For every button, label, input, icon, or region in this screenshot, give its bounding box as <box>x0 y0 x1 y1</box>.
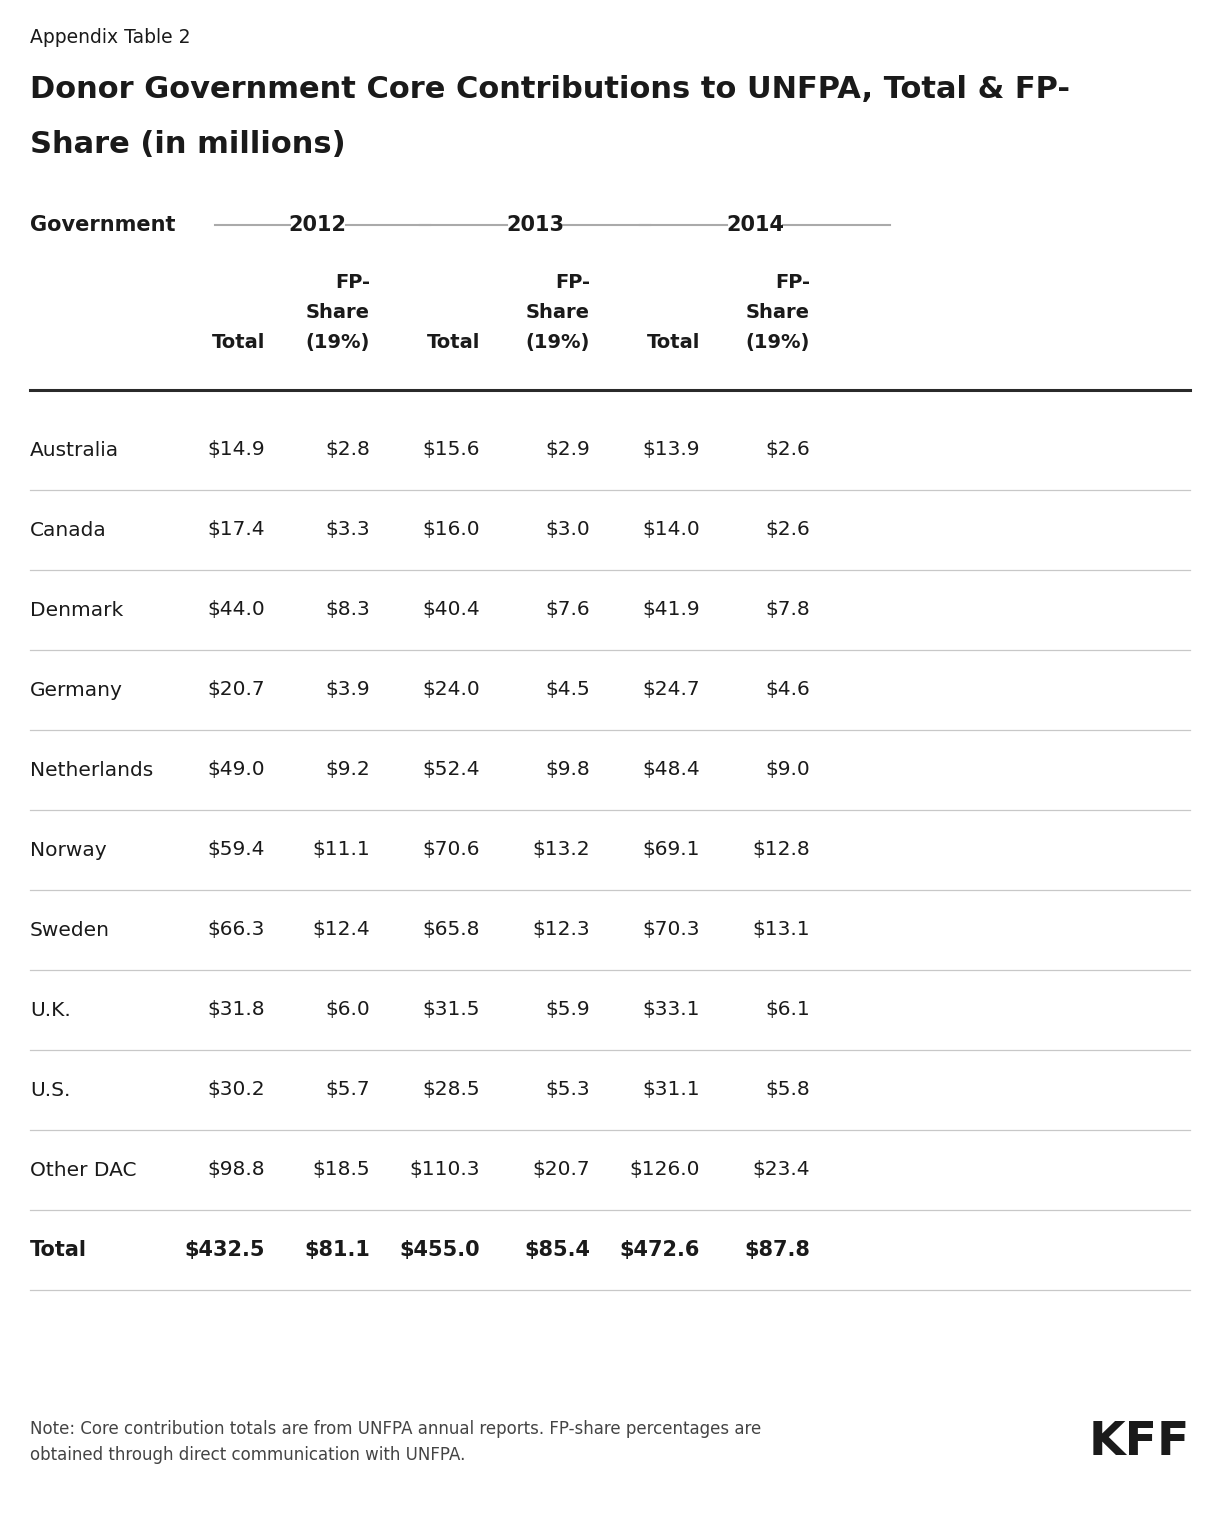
Text: $52.4: $52.4 <box>422 760 479 780</box>
Text: $9.2: $9.2 <box>326 760 370 780</box>
Text: $28.5: $28.5 <box>422 1080 479 1100</box>
Text: $472.6: $472.6 <box>620 1239 700 1259</box>
Text: $14.9: $14.9 <box>207 441 265 460</box>
Text: $7.6: $7.6 <box>545 601 590 619</box>
Text: $11.1: $11.1 <box>312 841 370 859</box>
Text: 2014: 2014 <box>726 214 784 234</box>
Text: $3.3: $3.3 <box>326 521 370 539</box>
Text: $12.3: $12.3 <box>532 921 590 939</box>
Text: $24.7: $24.7 <box>643 680 700 700</box>
Text: (19%): (19%) <box>306 332 370 352</box>
Text: Share: Share <box>306 303 370 322</box>
Text: $455.0: $455.0 <box>399 1239 479 1259</box>
Text: $3.0: $3.0 <box>545 521 590 539</box>
Text: Share: Share <box>526 303 590 322</box>
Text: $31.1: $31.1 <box>643 1080 700 1100</box>
Text: Donor Government Core Contributions to UNFPA, Total & FP-: Donor Government Core Contributions to U… <box>30 75 1070 104</box>
Text: $2.6: $2.6 <box>765 441 810 460</box>
Text: Total: Total <box>427 332 479 352</box>
Text: $432.5: $432.5 <box>184 1239 265 1259</box>
Text: $69.1: $69.1 <box>643 841 700 859</box>
Text: (19%): (19%) <box>526 332 590 352</box>
Text: Sweden: Sweden <box>30 921 110 939</box>
Text: Australia: Australia <box>30 441 120 460</box>
Text: $4.5: $4.5 <box>545 680 590 700</box>
Text: $98.8: $98.8 <box>207 1161 265 1180</box>
Text: Note: Core contribution totals are from UNFPA annual reports. FP-share percentag: Note: Core contribution totals are from … <box>30 1420 761 1439</box>
Text: $18.5: $18.5 <box>312 1161 370 1180</box>
Text: $2.8: $2.8 <box>325 441 370 460</box>
Text: Norway: Norway <box>30 841 106 859</box>
Text: FP-: FP- <box>336 273 370 293</box>
Text: KFF: KFF <box>1088 1420 1190 1465</box>
Text: $8.3: $8.3 <box>326 601 370 619</box>
Text: Germany: Germany <box>30 680 123 700</box>
Text: $9.0: $9.0 <box>765 760 810 780</box>
Text: Appendix Table 2: Appendix Table 2 <box>30 28 190 47</box>
Text: $3.9: $3.9 <box>326 680 370 700</box>
Text: $87.8: $87.8 <box>744 1239 810 1259</box>
Text: Share (in millions): Share (in millions) <box>30 130 345 159</box>
Text: Denmark: Denmark <box>30 601 123 619</box>
Text: Netherlands: Netherlands <box>30 760 154 780</box>
Text: $70.3: $70.3 <box>643 921 700 939</box>
Text: $16.0: $16.0 <box>422 521 479 539</box>
Text: (19%): (19%) <box>745 332 810 352</box>
Text: $12.4: $12.4 <box>312 921 370 939</box>
Text: $30.2: $30.2 <box>207 1080 265 1100</box>
Text: $85.4: $85.4 <box>525 1239 590 1259</box>
Text: $49.0: $49.0 <box>207 760 265 780</box>
Text: Total: Total <box>647 332 700 352</box>
Text: 2012: 2012 <box>288 214 346 234</box>
Text: $15.6: $15.6 <box>422 441 479 460</box>
Text: Other DAC: Other DAC <box>30 1161 137 1180</box>
Text: $9.8: $9.8 <box>545 760 590 780</box>
Text: $5.7: $5.7 <box>326 1080 370 1100</box>
Text: $5.8: $5.8 <box>765 1080 810 1100</box>
Text: $24.0: $24.0 <box>422 680 479 700</box>
Text: $44.0: $44.0 <box>207 601 265 619</box>
Text: Share: Share <box>745 303 810 322</box>
Text: $31.8: $31.8 <box>207 1000 265 1019</box>
Text: $81.1: $81.1 <box>304 1239 370 1259</box>
Text: $5.9: $5.9 <box>545 1000 590 1019</box>
Text: $4.6: $4.6 <box>765 680 810 700</box>
Text: $13.9: $13.9 <box>643 441 700 460</box>
Text: $2.9: $2.9 <box>545 441 590 460</box>
Text: FP-: FP- <box>775 273 810 293</box>
Text: $31.5: $31.5 <box>422 1000 479 1019</box>
Text: $12.8: $12.8 <box>753 841 810 859</box>
Text: $59.4: $59.4 <box>207 841 265 859</box>
Text: $20.7: $20.7 <box>207 680 265 700</box>
Text: 2013: 2013 <box>506 214 564 234</box>
Text: FP-: FP- <box>555 273 590 293</box>
Text: U.K.: U.K. <box>30 1000 71 1019</box>
Text: $6.1: $6.1 <box>765 1000 810 1019</box>
Text: $13.2: $13.2 <box>532 841 590 859</box>
Text: $2.6: $2.6 <box>765 521 810 539</box>
Text: Total: Total <box>30 1239 87 1259</box>
Text: $33.1: $33.1 <box>643 1000 700 1019</box>
Text: obtained through direct communication with UNFPA.: obtained through direct communication wi… <box>30 1446 465 1465</box>
Text: $65.8: $65.8 <box>422 921 479 939</box>
Text: $126.0: $126.0 <box>630 1161 700 1180</box>
Text: Total: Total <box>211 332 265 352</box>
Text: $17.4: $17.4 <box>207 521 265 539</box>
Text: $7.8: $7.8 <box>765 601 810 619</box>
Text: $5.3: $5.3 <box>545 1080 590 1100</box>
Text: U.S.: U.S. <box>30 1080 71 1100</box>
Text: Government: Government <box>30 214 176 234</box>
Text: Canada: Canada <box>30 521 107 539</box>
Text: $20.7: $20.7 <box>532 1161 590 1180</box>
Text: $40.4: $40.4 <box>422 601 479 619</box>
Text: $41.9: $41.9 <box>643 601 700 619</box>
Text: $48.4: $48.4 <box>642 760 700 780</box>
Text: $110.3: $110.3 <box>410 1161 479 1180</box>
Text: $6.0: $6.0 <box>326 1000 370 1019</box>
Text: $13.1: $13.1 <box>753 921 810 939</box>
Text: $66.3: $66.3 <box>207 921 265 939</box>
Text: $14.0: $14.0 <box>642 521 700 539</box>
Text: $23.4: $23.4 <box>753 1161 810 1180</box>
Text: $70.6: $70.6 <box>422 841 479 859</box>
